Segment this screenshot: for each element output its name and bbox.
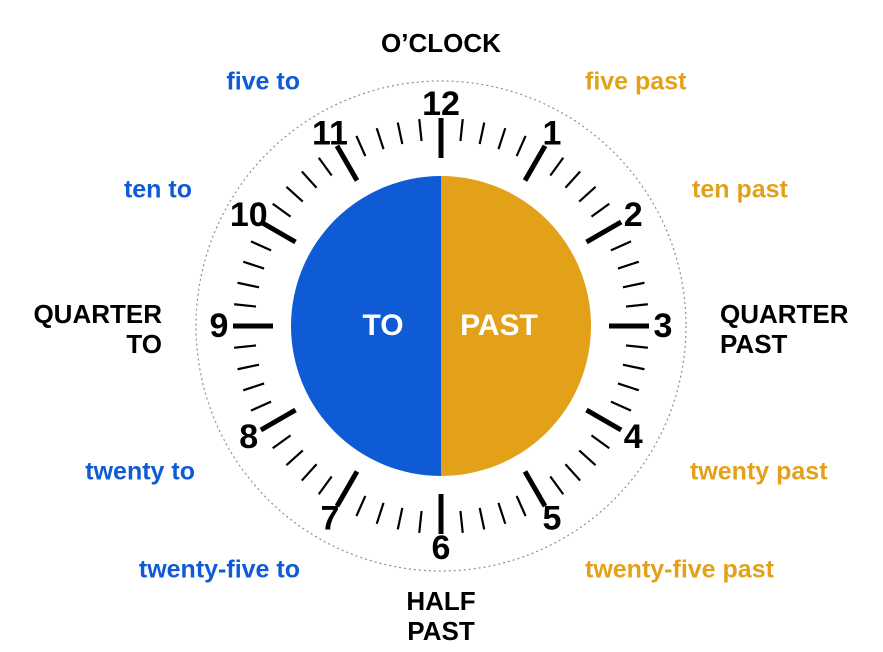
hour-numeral: 10 xyxy=(230,196,268,234)
outer-label: five to xyxy=(226,68,300,97)
tick-minor xyxy=(623,283,645,288)
tick-minor xyxy=(251,241,271,250)
outer-label: ten to xyxy=(124,176,192,205)
tick-minor xyxy=(377,503,384,524)
center-label-past: PAST xyxy=(460,309,538,343)
outer-label: twenty-five to xyxy=(139,556,300,585)
tick-minor xyxy=(517,496,526,516)
hour-numeral: 2 xyxy=(624,196,643,234)
outer-label: five past xyxy=(585,68,686,97)
tick-minor xyxy=(565,171,580,187)
outer-label: O’CLOCK xyxy=(381,29,501,59)
tick-major xyxy=(586,410,621,430)
tick-minor xyxy=(618,262,639,269)
tick-minor xyxy=(286,187,302,202)
tick-minor xyxy=(591,435,609,448)
tick-minor xyxy=(611,402,631,411)
outer-label: HALF PAST xyxy=(406,587,475,647)
hour-numeral: 7 xyxy=(321,499,340,537)
outer-label: twenty past xyxy=(690,458,828,487)
tick-minor xyxy=(419,511,421,533)
tick-minor xyxy=(591,204,609,217)
tick-minor xyxy=(498,503,505,524)
tick-minor xyxy=(319,158,332,176)
tick-minor xyxy=(565,464,580,480)
outer-label: QUARTER PAST xyxy=(720,300,849,360)
tick-minor xyxy=(460,511,462,533)
tick-minor xyxy=(302,171,317,187)
tick-minor xyxy=(611,241,631,250)
outer-label: twenty-five past xyxy=(585,556,774,585)
tick-minor xyxy=(243,262,264,269)
tick-minor xyxy=(623,365,645,370)
hour-numeral: 5 xyxy=(543,499,562,537)
tick-major xyxy=(261,410,296,430)
hour-numeral: 11 xyxy=(312,115,348,153)
tick-minor xyxy=(356,496,365,516)
hour-numeral: 4 xyxy=(624,418,643,456)
clock-diagram: 121234567891011 TO PAST O’CLOCKfive past… xyxy=(0,0,883,652)
outer-label: ten past xyxy=(692,176,788,205)
tick-minor xyxy=(273,435,291,448)
hour-numeral: 12 xyxy=(422,85,460,123)
outer-label: twenty to xyxy=(85,458,195,487)
outer-label: QUARTER TO xyxy=(33,300,162,360)
tick-minor xyxy=(238,283,260,288)
center-label-to: TO xyxy=(362,309,403,343)
tick-minor xyxy=(377,128,384,149)
tick-minor xyxy=(286,450,302,465)
tick-minor xyxy=(273,204,291,217)
tick-minor xyxy=(398,123,403,145)
tick-minor xyxy=(498,128,505,149)
tick-minor xyxy=(550,158,563,176)
tick-minor xyxy=(234,304,256,306)
hour-numeral: 9 xyxy=(210,307,229,345)
tick-minor xyxy=(319,476,332,494)
tick-major xyxy=(586,222,621,242)
tick-minor xyxy=(480,508,485,530)
tick-minor xyxy=(398,508,403,530)
tick-major xyxy=(337,471,357,506)
tick-minor xyxy=(356,136,365,156)
tick-minor xyxy=(238,365,260,370)
tick-minor xyxy=(251,402,271,411)
tick-minor xyxy=(302,464,317,480)
hour-numeral: 6 xyxy=(432,529,451,567)
hour-numeral: 3 xyxy=(654,307,673,345)
tick-minor xyxy=(618,383,639,390)
tick-minor xyxy=(579,450,595,465)
tick-minor xyxy=(626,304,648,306)
hour-numeral: 8 xyxy=(239,418,258,456)
tick-minor xyxy=(626,345,648,347)
tick-minor xyxy=(460,119,462,141)
hour-numeral: 1 xyxy=(543,115,562,153)
tick-minor xyxy=(579,187,595,202)
tick-minor xyxy=(234,345,256,347)
tick-minor xyxy=(243,383,264,390)
tick-minor xyxy=(517,136,526,156)
tick-minor xyxy=(550,476,563,494)
tick-minor xyxy=(480,123,485,145)
